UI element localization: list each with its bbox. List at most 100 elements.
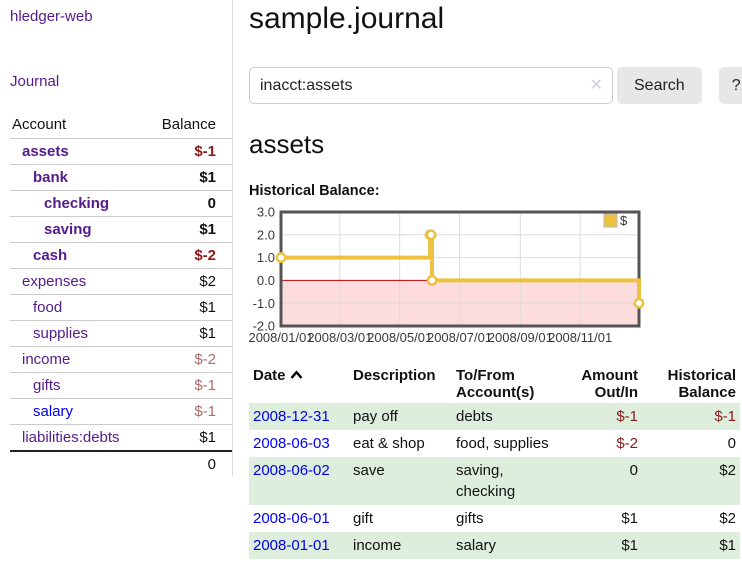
transaction-date-link[interactable]: 2008-01-01 (253, 537, 330, 554)
sidebar-account-saving[interactable]: saving (44, 221, 92, 238)
accounts-total-row: 0 (10, 450, 232, 477)
svg-text:3.0: 3.0 (257, 205, 275, 220)
transaction-amount: $1 (621, 510, 638, 527)
transaction-date-link[interactable]: 2008-06-02 (253, 462, 330, 479)
svg-text:$: $ (620, 213, 628, 228)
accounts-total-balance: 0 (143, 450, 232, 477)
register-table: Date Description To/From Account(s) Amou… (249, 365, 740, 559)
account-balance: $2 (143, 268, 232, 295)
account-balance: 0 (143, 190, 232, 217)
register-row: 2008-06-02 save saving, checking 0 $2 (249, 457, 740, 505)
register-row: 2008-06-03 eat & shop food, supplies $-2… (249, 430, 740, 457)
transaction-description: pay off (353, 408, 398, 425)
accounts-header-balance: Balance (161, 116, 216, 133)
account-balance: $1 (143, 164, 232, 191)
account-row: income $-2 (10, 346, 232, 373)
transaction-balance: $2 (719, 510, 736, 527)
svg-text:2008/01/01: 2008/01/01 (249, 330, 314, 345)
transaction-accounts: food, supplies (456, 435, 549, 452)
transaction-balance: $-1 (714, 408, 736, 425)
sidebar-account-liabilities-debts[interactable]: liabilities:debts (22, 429, 120, 446)
svg-text:2008/03/01: 2008/03/01 (307, 330, 372, 345)
sidebar-account-salary[interactable]: salary (33, 403, 74, 420)
search-form: ✕ Search ? (249, 67, 742, 104)
account-row: supplies $1 (10, 320, 232, 347)
account-row: checking 0 (10, 190, 232, 217)
accounts-header-account: Account (12, 116, 67, 133)
clear-search-icon[interactable]: ✕ (589, 76, 603, 94)
account-row: salary $-1 (10, 398, 232, 425)
transaction-balance: $1 (719, 537, 736, 554)
account-balance: $-1 (143, 398, 232, 425)
svg-text:1.0: 1.0 (257, 250, 275, 265)
sort-ascending-icon (290, 367, 303, 384)
transaction-description: gift (353, 510, 374, 527)
account-row: food $1 (10, 294, 232, 321)
search-button[interactable]: Search (617, 67, 702, 104)
sidebar-account-food[interactable]: food (33, 299, 63, 316)
transaction-amount: 0 (629, 462, 638, 479)
transaction-accounts: debts (456, 408, 493, 425)
register-header-amount: Amount Out/In (581, 367, 638, 401)
account-row: expenses $2 (10, 268, 232, 295)
transaction-amount: $-1 (616, 408, 638, 425)
account-row: liabilities:debts $1 (10, 424, 232, 451)
svg-text:-1.0: -1.0 (253, 296, 275, 311)
help-button[interactable]: ? (718, 67, 742, 104)
svg-text:2008/07/01: 2008/07/01 (427, 330, 492, 345)
sidebar-account-checking[interactable]: checking (44, 195, 110, 212)
accounts-table: Account Balance assets $-1 bank $1 check… (10, 112, 232, 477)
register-header-balance: Historical Balance (667, 367, 736, 401)
transaction-description: income (353, 537, 402, 554)
svg-text:2008/09/01: 2008/09/01 (488, 330, 553, 345)
svg-text:2008/11/01: 2008/11/01 (548, 330, 612, 345)
sidebar-account-expenses[interactable]: expenses (22, 273, 87, 290)
transaction-date-link[interactable]: 2008-12-31 (253, 408, 330, 425)
account-balance: $1 (143, 424, 232, 451)
transaction-amount: $1 (621, 537, 638, 554)
sidebar-account-supplies[interactable]: supplies (33, 325, 89, 342)
register-header-description: Description (353, 367, 436, 384)
search-input[interactable] (249, 67, 613, 104)
account-row: bank $1 (10, 164, 232, 191)
historical-balance-chart: 3.0 2.0 1.0 0.0 -1.0 -2.02008/01/012008/03/01… (249, 205, 645, 345)
page-title: sample.journal (249, 2, 445, 35)
account-balance: $1 (143, 216, 232, 243)
date-header-label: Date (253, 367, 286, 384)
chart-label: Historical Balance: (249, 183, 380, 199)
account-heading: assets (249, 129, 325, 159)
account-row: saving $1 (10, 216, 232, 243)
register-row: 2008-06-01 gift gifts $1 $2 (249, 505, 740, 532)
account-balance: $-1 (143, 372, 232, 399)
transaction-accounts: salary (456, 537, 497, 554)
transaction-date-link[interactable]: 2008-06-03 (253, 435, 330, 452)
account-balance: $-1 (143, 138, 232, 165)
transaction-accounts: gifts (456, 510, 484, 527)
sidebar-account-bank[interactable]: bank (33, 169, 69, 186)
account-row: cash $-2 (10, 242, 232, 269)
transaction-description: eat & shop (353, 435, 425, 452)
sidebar-item-journal[interactable]: Journal (10, 73, 60, 90)
sidebar-account-assets[interactable]: assets (22, 143, 69, 160)
transaction-description: save (353, 462, 385, 479)
register-header-date[interactable]: Date (249, 365, 349, 403)
chart-container: 3.0 2.0 1.0 0.0 -1.0 -2.0 2008/01/01 2008/03/01… (249, 204, 742, 354)
transaction-date-link[interactable]: 2008-06-01 (253, 510, 330, 527)
account-row: gifts $-1 (10, 372, 232, 399)
account-balance: $1 (143, 320, 232, 347)
transaction-accounts: saving, checking (456, 462, 516, 500)
sidebar-account-gifts[interactable]: gifts (33, 377, 61, 394)
main-content: sample.journal ✕ Search ? assets Histori… (233, 0, 742, 583)
svg-text:0.0: 0.0 (257, 273, 275, 288)
sidebar-account-cash[interactable]: cash (33, 247, 68, 264)
account-row: assets $-1 (10, 138, 232, 165)
app-title-link[interactable]: hledger-web (10, 8, 93, 25)
sidebar-account-income[interactable]: income (22, 351, 71, 368)
svg-text:2008/05/01: 2008/05/01 (367, 330, 432, 345)
svg-text:-2.0: -2.0 (253, 319, 275, 334)
account-balance: $1 (143, 294, 232, 321)
svg-text:2.0: 2.0 (257, 227, 275, 242)
account-balance: $-2 (143, 242, 232, 269)
transaction-balance: 0 (727, 435, 736, 452)
